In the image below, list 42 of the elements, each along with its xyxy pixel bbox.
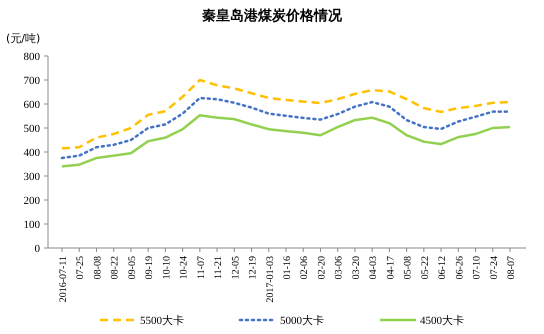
x-tick-label: 06-12 — [437, 256, 448, 280]
y-tick-label: 500 — [24, 122, 40, 135]
y-tick-label: 100 — [24, 218, 40, 231]
x-tick-label: 2017-01-03 — [264, 256, 276, 303]
x-tick-label: 01-16 — [282, 256, 293, 280]
x-tick-label: 08-07 — [506, 256, 517, 280]
x-tick-label: 07-10 — [472, 256, 483, 280]
x-tick-label: 03-06 — [334, 256, 345, 280]
x-tick-label: 07-25 — [75, 256, 86, 280]
x-tick-label: 07-24 — [488, 256, 500, 280]
x-tick-label: 09-05 — [126, 256, 138, 280]
y-tick-label: 800 — [24, 50, 40, 63]
x-tick-label: 02-06 — [299, 256, 310, 280]
line-series — [60, 114, 512, 168]
x-tick-label: 08-08 — [92, 256, 104, 280]
legend-label: 5500大卡 — [140, 314, 184, 327]
x-tick-label: 11-07 — [196, 256, 207, 279]
y-tick-label: 400 — [24, 146, 40, 159]
x-tick-label: 05-08 — [402, 256, 414, 280]
x-tick-label: 11-21 — [213, 256, 224, 279]
x-tick-label: 12-05 — [230, 256, 242, 280]
y-tick-label: 200 — [24, 194, 40, 207]
x-tick-label: 04-17 — [385, 256, 396, 280]
x-tick-label: 12-19 — [248, 256, 259, 280]
legend-label: 4500大卡 — [420, 314, 464, 327]
y-tick-label: 300 — [24, 170, 40, 183]
x-tick-label: 09-19 — [144, 256, 156, 280]
x-tick-label: 05-22 — [420, 256, 431, 280]
x-tick-label: 10-10 — [161, 256, 172, 280]
x-tick-label: 02-20 — [316, 256, 328, 280]
y-tick-label: 600 — [24, 98, 40, 111]
x-tick-label: 03-20 — [350, 256, 362, 280]
y-tick-label: 700 — [24, 74, 40, 87]
x-tick-label: 08-22 — [110, 256, 121, 280]
x-tick-label: 06-26 — [454, 256, 466, 280]
legend-label: 5000大卡 — [280, 314, 324, 327]
y-tick-label: 0 — [34, 242, 40, 255]
x-tick-label: 2016-07-11 — [58, 256, 69, 302]
y-axis-title: (元/吨) — [6, 32, 40, 45]
chart-title: 秦皇岛港煤炭价格情况 — [202, 8, 343, 24]
x-tick-label: 04-03 — [368, 256, 380, 280]
x-tick-label: 10-24 — [178, 256, 190, 280]
